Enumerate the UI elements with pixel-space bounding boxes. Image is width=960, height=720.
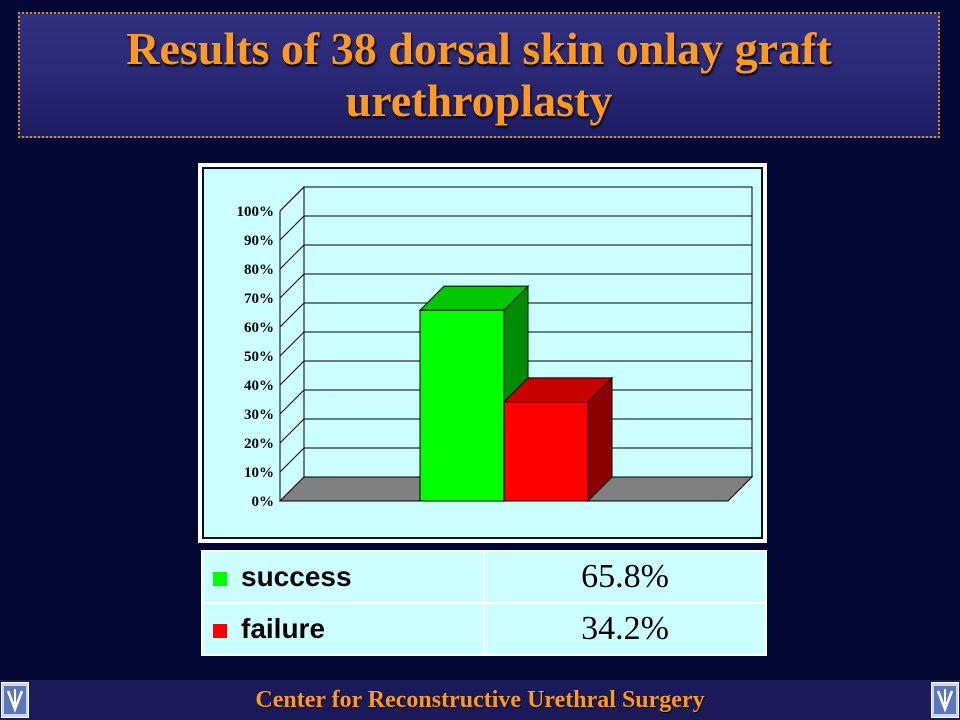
legend-label-success: success — [241, 561, 352, 592]
side-wall-edge — [279, 186, 305, 212]
bar-failure — [503, 401, 589, 502]
institution-logo-icon — [931, 682, 959, 718]
bar-chart: 0% 10% 20% 30% 40% 50% 60% 70% 80% 90% 100% — [237, 186, 754, 510]
bar-success — [419, 309, 505, 502]
legend-value-failure: 34.2% — [483, 602, 767, 656]
y-tick-label: 50% — [244, 349, 274, 365]
legend-label-failure: failure — [241, 613, 326, 644]
institution-logo-icon — [1, 682, 29, 718]
y-tick-label: 100% — [237, 204, 275, 220]
slide-title-line-1: Results of 38 dorsal skin onlay graft — [126, 23, 832, 74]
footer-bar: Center for Reconstructive Urethral Surge… — [0, 680, 960, 720]
y-tick-label: 90% — [244, 233, 274, 249]
legend-value-success: 65.8% — [483, 550, 767, 604]
legend-row-failure: failure 34.2% — [201, 602, 767, 656]
gridline-diagonal — [279, 302, 305, 328]
gridline-diagonal — [279, 418, 305, 444]
y-tick-label: 20% — [244, 436, 274, 452]
gridline-diagonal — [279, 447, 305, 473]
y-tick-label: 60% — [244, 320, 274, 336]
legend-row-success: success 65.8% — [201, 550, 767, 604]
footer-text: Center for Reconstructive Urethral Surge… — [255, 686, 705, 713]
gridline-diagonal — [279, 215, 305, 241]
y-tick-label: 0% — [252, 494, 275, 510]
y-tick-label: 40% — [244, 378, 274, 394]
gridline-diagonal — [279, 331, 305, 357]
chart-plot-area: 0% 10% 20% 30% 40% 50% 60% 70% 80% 90% 100% — [202, 167, 763, 539]
y-tick-label: 70% — [244, 291, 274, 307]
chart-frame: 0% 10% 20% 30% 40% 50% 60% 70% 80% 90% 100% — [198, 163, 767, 543]
title-box: Results of 38 dorsal skin onlay graft ur… — [18, 12, 940, 138]
success-swatch-icon — [213, 572, 227, 586]
y-tick-label: 80% — [244, 262, 274, 278]
gridline-diagonal — [279, 360, 305, 386]
gridline-diagonal — [279, 389, 305, 415]
gridline-diagonal — [279, 273, 305, 299]
legend-table: success 65.8% failure 34.2% — [201, 550, 767, 656]
y-tick-label: 10% — [244, 465, 274, 481]
failure-swatch-icon — [213, 624, 227, 638]
y-tick-label: 30% — [244, 407, 274, 423]
slide-title-line-2: urethroplasty — [345, 75, 613, 126]
gridline-diagonal — [279, 244, 305, 270]
